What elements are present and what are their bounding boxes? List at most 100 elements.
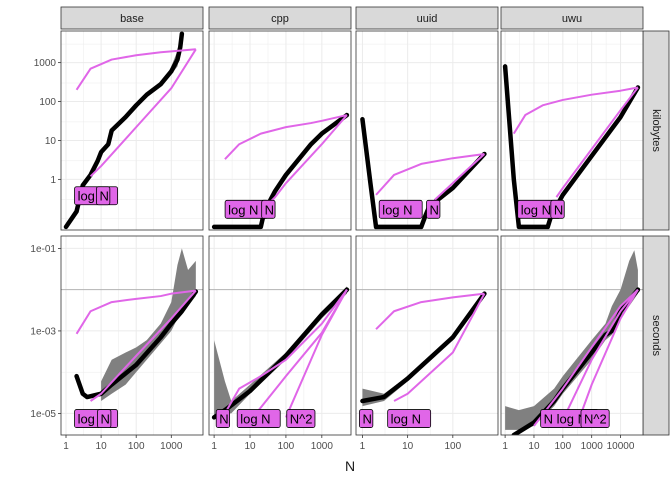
column-strip-label-cpp: cpp xyxy=(271,13,289,25)
panel-border xyxy=(500,30,644,231)
plot-area: N log NN^2 xyxy=(501,250,643,435)
x-tick-label: 10 xyxy=(244,441,256,452)
y-tick-label: 1e-05 xyxy=(30,409,56,420)
reference-label-box xyxy=(387,409,432,428)
panel-border xyxy=(355,235,499,436)
reference-label-n: N xyxy=(96,186,111,206)
measurement-band xyxy=(101,248,196,402)
plot-area: log N N xyxy=(211,112,350,230)
reference-curve-n xyxy=(393,293,486,402)
panel-border xyxy=(60,30,204,231)
grid xyxy=(501,236,643,435)
x-tick-label: 10 xyxy=(528,441,540,452)
reference-curve-log-n xyxy=(375,152,485,196)
reference-curve-log-n xyxy=(512,86,639,135)
panel-uuid-kilobytes: log N N xyxy=(355,30,499,231)
reference-label-log-n: log N xyxy=(378,199,423,219)
reference-curve-log-n xyxy=(533,288,639,427)
reference-curve-n xyxy=(555,86,639,198)
reference-curve-n xyxy=(89,48,197,178)
reference-curve-n xyxy=(559,289,639,427)
measurement-band xyxy=(362,291,485,407)
reference-label-text: N xyxy=(100,412,109,427)
panel-background xyxy=(356,236,498,435)
column-strip-label-uwu: uwu xyxy=(562,13,582,25)
reference-label-n: N xyxy=(426,199,441,219)
reference-label-text: N xyxy=(362,412,371,427)
reference-label-text: log N xyxy=(382,202,412,217)
reference-label-box xyxy=(97,409,112,428)
reference-label-box xyxy=(550,199,565,219)
reference-label-text: log N xyxy=(228,202,258,217)
reference-label-box xyxy=(359,409,374,428)
panel-border xyxy=(60,235,204,436)
reference-label-n: N xyxy=(97,409,112,428)
y-tick-label: 1 xyxy=(50,175,56,186)
reference-label-log-n: log N xyxy=(387,409,432,428)
reference-curve-nsq2 xyxy=(285,289,348,418)
panel-border xyxy=(208,30,352,231)
row-strip-label-seconds: seconds xyxy=(650,315,662,356)
measurement-band xyxy=(214,286,347,418)
x-tick-label: 1000 xyxy=(581,441,604,452)
column-strip-base xyxy=(60,6,204,30)
panel-background xyxy=(501,236,643,435)
column-strip-label-base: base xyxy=(120,13,144,25)
measurement-line xyxy=(360,117,487,230)
reference-label-text: N xyxy=(430,202,439,217)
x-axis-title: N xyxy=(345,458,355,474)
x-tick-label: 1000 xyxy=(311,441,334,452)
plot-area: log N N xyxy=(360,117,487,230)
reference-label-box xyxy=(580,409,610,428)
reference-label-text: N^2 xyxy=(584,412,607,427)
column-strip-label-uuid: uuid xyxy=(417,13,438,25)
reference-label-box xyxy=(96,186,111,206)
reference-label-text: N xyxy=(219,412,228,427)
x-tick-label: 10 xyxy=(402,441,414,452)
reference-label-text: N^2 xyxy=(290,412,313,427)
column-strip-cpp xyxy=(208,6,352,30)
measurement-line xyxy=(63,31,185,230)
x-tick-label: 100 xyxy=(444,441,461,452)
column-strip-uuid xyxy=(355,6,499,30)
x-tick-label: 1 xyxy=(211,441,217,452)
x-tick-label: 100 xyxy=(554,441,571,452)
reference-label-n: N xyxy=(261,199,276,219)
x-tick-label: 100 xyxy=(278,441,295,452)
panel-background xyxy=(356,31,498,230)
y-tick-label: 1e-01 xyxy=(30,244,56,255)
reference-label-box xyxy=(236,409,281,428)
row-strip-label-kilobytes: kilobytes xyxy=(650,109,662,152)
x-tick-label: 10 xyxy=(96,441,108,452)
reference-label-box xyxy=(286,409,316,428)
y-tick-label: 1000 xyxy=(34,58,57,69)
reference-label-box xyxy=(426,199,441,219)
reference-curve-n xyxy=(89,289,197,402)
panel-border xyxy=(500,235,644,436)
plot-area: log NN xyxy=(61,248,203,428)
panel-border xyxy=(208,235,352,436)
reference-curve-log-n xyxy=(224,289,348,414)
reference-label-text: N xyxy=(554,202,563,217)
reference-label-n: N xyxy=(550,199,565,219)
row-strip-kilobytes xyxy=(642,30,670,231)
reference-label-n: N xyxy=(215,409,231,428)
reference-label-text: log N xyxy=(521,202,551,217)
x-tick-label: 1 xyxy=(502,441,508,452)
plot-area: log NN xyxy=(63,31,197,230)
x-tick-label: 1 xyxy=(360,441,366,452)
panel-background xyxy=(501,31,643,230)
reference-label-text: N xyxy=(265,202,274,217)
reference-curve-log-n xyxy=(224,114,348,160)
measurement-band xyxy=(505,250,638,430)
reference-curve-log-n xyxy=(75,289,196,335)
reference-label-n: N xyxy=(359,409,374,428)
x-tick-label: 1 xyxy=(63,441,69,452)
reference-label-box xyxy=(215,409,231,428)
measurement-line xyxy=(74,289,199,400)
reference-label-text: log N xyxy=(240,412,270,427)
